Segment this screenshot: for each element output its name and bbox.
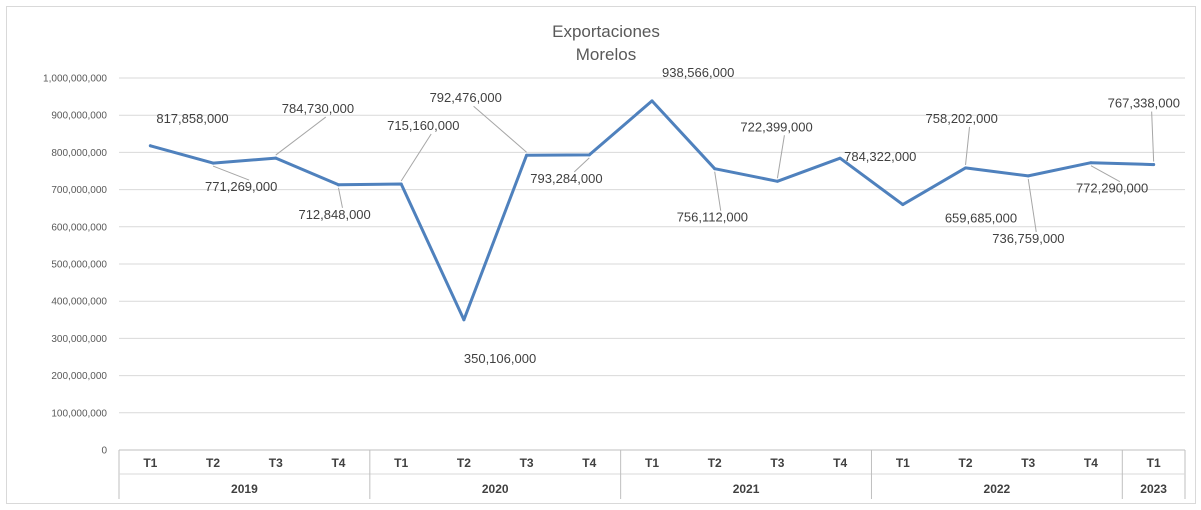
x-tick-label: T1 [143,456,157,470]
leader-line [573,157,590,173]
data-point [1089,161,1093,165]
x-tick-label: T4 [1084,456,1098,470]
y-tick-label: 300,000,000 [51,334,107,345]
x-tick-label: T1 [896,456,910,470]
data-point [274,156,278,160]
x-tick-label: T1 [394,456,408,470]
x-group-label: 2021 [733,482,760,496]
leader-line [1027,178,1037,233]
x-tick-label: T3 [770,456,784,470]
x-tick-label: T4 [331,456,345,470]
y-tick-label: 0 [101,446,107,457]
leader-line [212,165,250,181]
data-point [964,166,968,170]
data-label: 784,730,000 [282,101,354,116]
data-point [148,144,152,148]
data-point [1152,163,1156,167]
data-point [211,161,215,165]
data-label: 715,160,000 [387,118,459,133]
data-point [650,99,654,103]
chart-container: Exportaciones Morelos 0 100,000,000 200,00… [6,6,1196,504]
data-label: 771,269,000 [205,179,277,194]
y-tick-label: 100,000,000 [51,408,107,419]
data-label: 350,106,000 [464,351,536,366]
data-label: 938,566,000 [662,65,734,80]
x-tick-label: T2 [457,456,471,470]
x-tick-label: T3 [520,456,534,470]
x-group-label: 2019 [231,482,258,496]
x-tick-label: T4 [833,456,847,470]
data-label: 736,759,000 [992,231,1064,246]
y-tick-label: 500,000,000 [51,260,107,271]
data-point [525,153,529,157]
data-label: 772,290,000 [1076,181,1148,196]
line-chart: Exportaciones Morelos 0 100,000,000 200,00… [43,22,1186,499]
x-tick-label: T3 [269,456,283,470]
data-label: 793,284,000 [530,171,602,186]
x-group-label: 2022 [984,482,1011,496]
data-point [713,167,717,171]
y-tick-label: 200,000,000 [51,371,107,382]
data-point [901,203,905,207]
y-tick-label: 900,000,000 [51,111,107,122]
x-tick-label: T2 [708,456,722,470]
x-tick-label: T2 [959,456,973,470]
leader-line [776,135,785,179]
y-tick-label: 800,000,000 [51,148,107,159]
leader-line [1151,111,1155,162]
data-point [336,183,340,187]
data-label: 758,202,000 [926,111,998,126]
leader-line [965,126,971,166]
data-label: 792,476,000 [430,90,502,105]
data-label: 756,112,000 [677,210,748,225]
y-tick-label: 1,000,000,000 [43,74,107,85]
data-point [838,156,842,160]
x-group-label: 2020 [482,482,509,496]
data-label: 659,685,000 [945,211,1017,226]
leader-line [275,116,327,156]
data-point [1026,174,1030,178]
data-label: 722,399,000 [740,119,812,134]
leader-line [400,133,432,182]
y-tick-label: 600,000,000 [51,222,107,233]
chart-subtitle: Morelos [576,45,636,64]
leader-line [337,187,343,208]
y-tick-label: 700,000,000 [51,185,107,196]
x-tick-label: T3 [1021,456,1035,470]
x-tick-label: T4 [582,456,596,470]
x-group-label: 2023 [1140,482,1167,496]
leader-line [473,105,527,153]
data-point [775,179,779,183]
x-tick-label: T2 [206,456,220,470]
data-label: 784,322,000 [844,149,916,164]
y-tick-label: 400,000,000 [51,297,107,308]
leader-line [1090,165,1121,183]
data-point [587,153,591,157]
leader-line [714,171,722,211]
chart-title: Exportaciones [552,22,660,41]
x-tick-label: T1 [1147,456,1161,470]
data-label: 767,338,000 [1108,96,1180,111]
data-label: 712,848,000 [298,207,370,222]
data-label: 817,858,000 [156,111,228,126]
data-point [462,318,466,322]
x-tick-label: T1 [645,456,659,470]
data-point [399,182,403,186]
